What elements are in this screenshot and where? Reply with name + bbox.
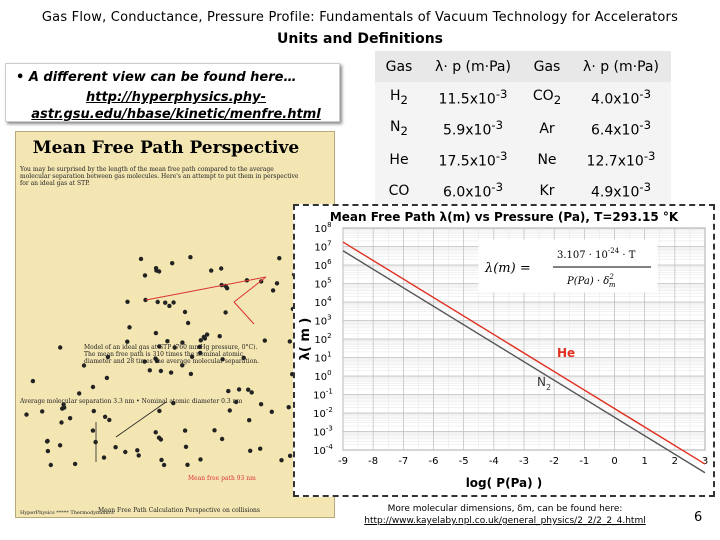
header-gas: Gas: [375, 51, 423, 82]
formula-lhs: λ(m) =: [484, 261, 531, 276]
y-tick-label: 100: [314, 369, 331, 383]
slide-header: Gas Flow, Conductance, Pressure Profile:…: [41, 10, 679, 25]
x-tick-label: -3: [519, 456, 529, 467]
x-tick-label: 2: [672, 456, 678, 467]
lambda-p-cell: 4.0x10-3: [571, 82, 671, 113]
lambda-p-cell: 5.9x10-3: [423, 113, 523, 144]
chart-svg: Mean Free Path λ(m) vs Pressure (Pa), T=…: [298, 210, 708, 490]
gas-name-cell: H2: [375, 82, 423, 113]
mean-free-path-table: Gas λ· p (m·Pa) Gas λ· p (m·Pa) H2 11.5x1…: [375, 51, 671, 206]
x-tick-label: -1: [579, 456, 589, 467]
section-title: Units and Definitions: [276, 31, 443, 47]
table-header-row: Gas λ· p (m·Pa) Gas λ· p (m·Pa): [375, 51, 671, 82]
gas-name-cell: Ar: [523, 113, 571, 144]
x-tick-label: -4: [489, 456, 499, 467]
lambda-p-cell: 11.5x10-3: [423, 82, 523, 113]
lambda-p-cell: 4.9x10-3: [571, 175, 671, 206]
y-tick-label: 108: [314, 221, 331, 235]
page-number: 6: [694, 510, 703, 525]
y-tick-label: 101: [314, 351, 331, 365]
gas-name-cell: N2: [375, 113, 423, 144]
y-tick-label: 10-1: [313, 388, 333, 402]
callout-text: • A different view can be found here…: [16, 70, 297, 85]
hp-stats-text: Average molecular separation 3.3 nm • No…: [20, 398, 243, 405]
series-line-n2: [342, 250, 706, 474]
y-tick-label: 10-3: [313, 425, 333, 439]
y-tick-label: 10-4: [313, 443, 333, 457]
gas-name-cell: CO2: [523, 82, 571, 113]
mean-free-path-chart: Mean Free Path λ(m) vs Pressure (Pa), T=…: [293, 204, 715, 497]
gas-name-cell: Kr: [523, 175, 571, 206]
formula-numerator: 3.107 · 10-24 · T: [557, 247, 636, 261]
series-label-he: He: [557, 346, 575, 360]
y-tick-label: 103: [314, 314, 331, 328]
lambda-p-cell: 6.4x10-3: [571, 113, 671, 144]
hp-title: Mean Free Path Perspective: [32, 138, 300, 158]
mfp-label: Mean free path 93 nm: [188, 475, 256, 482]
series-line-he: [342, 241, 706, 465]
footnote: More molecular dimensions, δm, can be fo…: [340, 503, 670, 527]
gas-name-cell: CO: [375, 175, 423, 206]
lambda-p-cell: 12.7x10-3: [571, 144, 671, 175]
x-tick-label: 0: [611, 456, 617, 467]
table-row: He 17.5x10-3 Ne 12.7x10-3: [375, 144, 671, 175]
kayelaby-link[interactable]: http://www.kayelaby.npl.co.uk/general_ph…: [364, 516, 646, 526]
x-tick-label: -2: [549, 456, 559, 467]
y-tick-label: 104: [314, 295, 332, 309]
table-row: H2 11.5x10-3 CO2 4.0x10-3: [375, 82, 671, 113]
lambda-p-cell: 6.0x10-3: [423, 175, 523, 206]
y-tick-label: 105: [314, 277, 331, 291]
y-axis-label: λ( m ): [298, 318, 313, 361]
gas-name-cell: He: [375, 144, 423, 175]
x-tick-label: -5: [459, 456, 469, 467]
x-tick-label: -7: [398, 456, 408, 467]
header-gas-2: Gas: [523, 51, 571, 82]
y-tick-label: 102: [314, 332, 331, 346]
x-tick-label: 1: [641, 456, 647, 467]
gas-name-cell: Ne: [523, 144, 571, 175]
x-tick-label: 3: [702, 456, 708, 467]
molecule-diagram: [24, 255, 318, 468]
footnote-text: More molecular dimensions, δm, can be fo…: [387, 504, 623, 514]
hyperphysics-screenshot: Mean Free Path Perspective You may be su…: [15, 131, 335, 518]
header-lambda-p-2: λ· p (m·Pa): [571, 51, 671, 82]
y-tick-label: 106: [314, 258, 332, 272]
y-tick-label: 107: [314, 240, 331, 254]
x-axis-label: log( P(Pa) ): [466, 476, 543, 490]
x-tick-label: -8: [368, 456, 378, 467]
x-tick-label: -9: [338, 456, 348, 467]
hp-footer: HyperPhysics ***** Thermodynamics: [20, 510, 114, 516]
formula-denominator: P(Pa) · δ2 m: [566, 273, 616, 289]
hyperphysics-link[interactable]: http://hyperphysics.phy-astr.gsu.edu/hba…: [31, 90, 321, 122]
lambda-p-cell: 17.5x10-3: [423, 144, 523, 175]
hp-links[interactable]: Mean Free Path Calculation Perspective o…: [98, 507, 260, 514]
y-tick-label: 10-2: [313, 406, 333, 420]
table-row: CO 6.0x10-3 Kr 4.9x10-3: [375, 175, 671, 206]
table-row: N2 5.9x10-3 Ar 6.4x10-3: [375, 113, 671, 144]
reference-callout: • A different view can be found here… ht…: [5, 63, 340, 122]
header-lambda-p: λ· p (m·Pa): [423, 51, 523, 82]
formula-box: [478, 239, 658, 293]
hp-intro-text: You may be surprised by the length of th…: [20, 166, 299, 187]
hp-model-text: Model of an ideal gas at STP (760 mmHg p…: [84, 344, 260, 365]
x-tick-label: -6: [429, 456, 439, 467]
chart-title: Mean Free Path λ(m) vs Pressure (Pa), T=…: [330, 210, 679, 224]
